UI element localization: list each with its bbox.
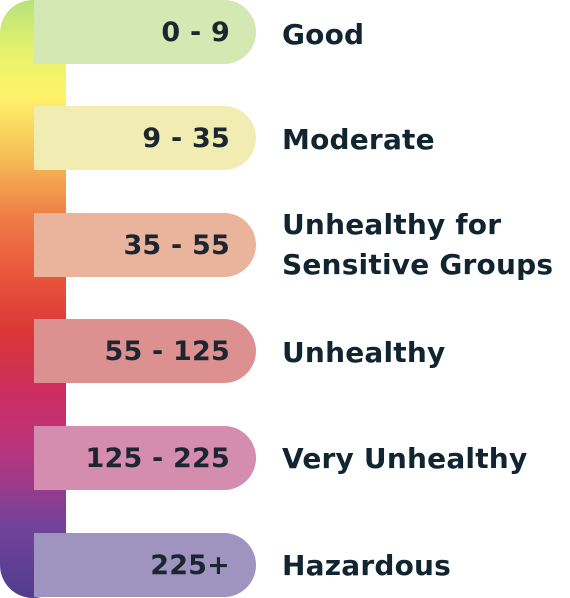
range-pill: 35 - 55 [34, 213, 256, 277]
range-pill: 9 - 35 [34, 106, 256, 170]
category-label-line2: Sensitive Groups [282, 248, 554, 281]
range-pill: 225+ [34, 533, 256, 597]
range-value: 35 - 55 [123, 229, 230, 261]
category-label-line1: Unhealthy for [282, 208, 502, 241]
category-label: Unhealthy for Sensitive Groups [282, 205, 553, 285]
category-label: Moderate [282, 123, 435, 156]
category-label: Hazardous [282, 549, 452, 582]
range-value: 55 - 125 [104, 335, 230, 367]
range-value: 9 - 35 [142, 122, 230, 154]
category-label: Unhealthy [282, 336, 446, 369]
category-label: Very Unhealthy [282, 442, 528, 475]
color-scale-bar [0, 0, 66, 598]
range-value: 125 - 225 [85, 442, 230, 474]
range-pill: 0 - 9 [34, 0, 256, 64]
range-value: 225+ [150, 549, 230, 581]
range-pill: 55 - 125 [34, 319, 256, 383]
range-value: 0 - 9 [161, 16, 230, 48]
range-pill: 125 - 225 [34, 426, 256, 490]
category-label: Good [282, 18, 365, 51]
